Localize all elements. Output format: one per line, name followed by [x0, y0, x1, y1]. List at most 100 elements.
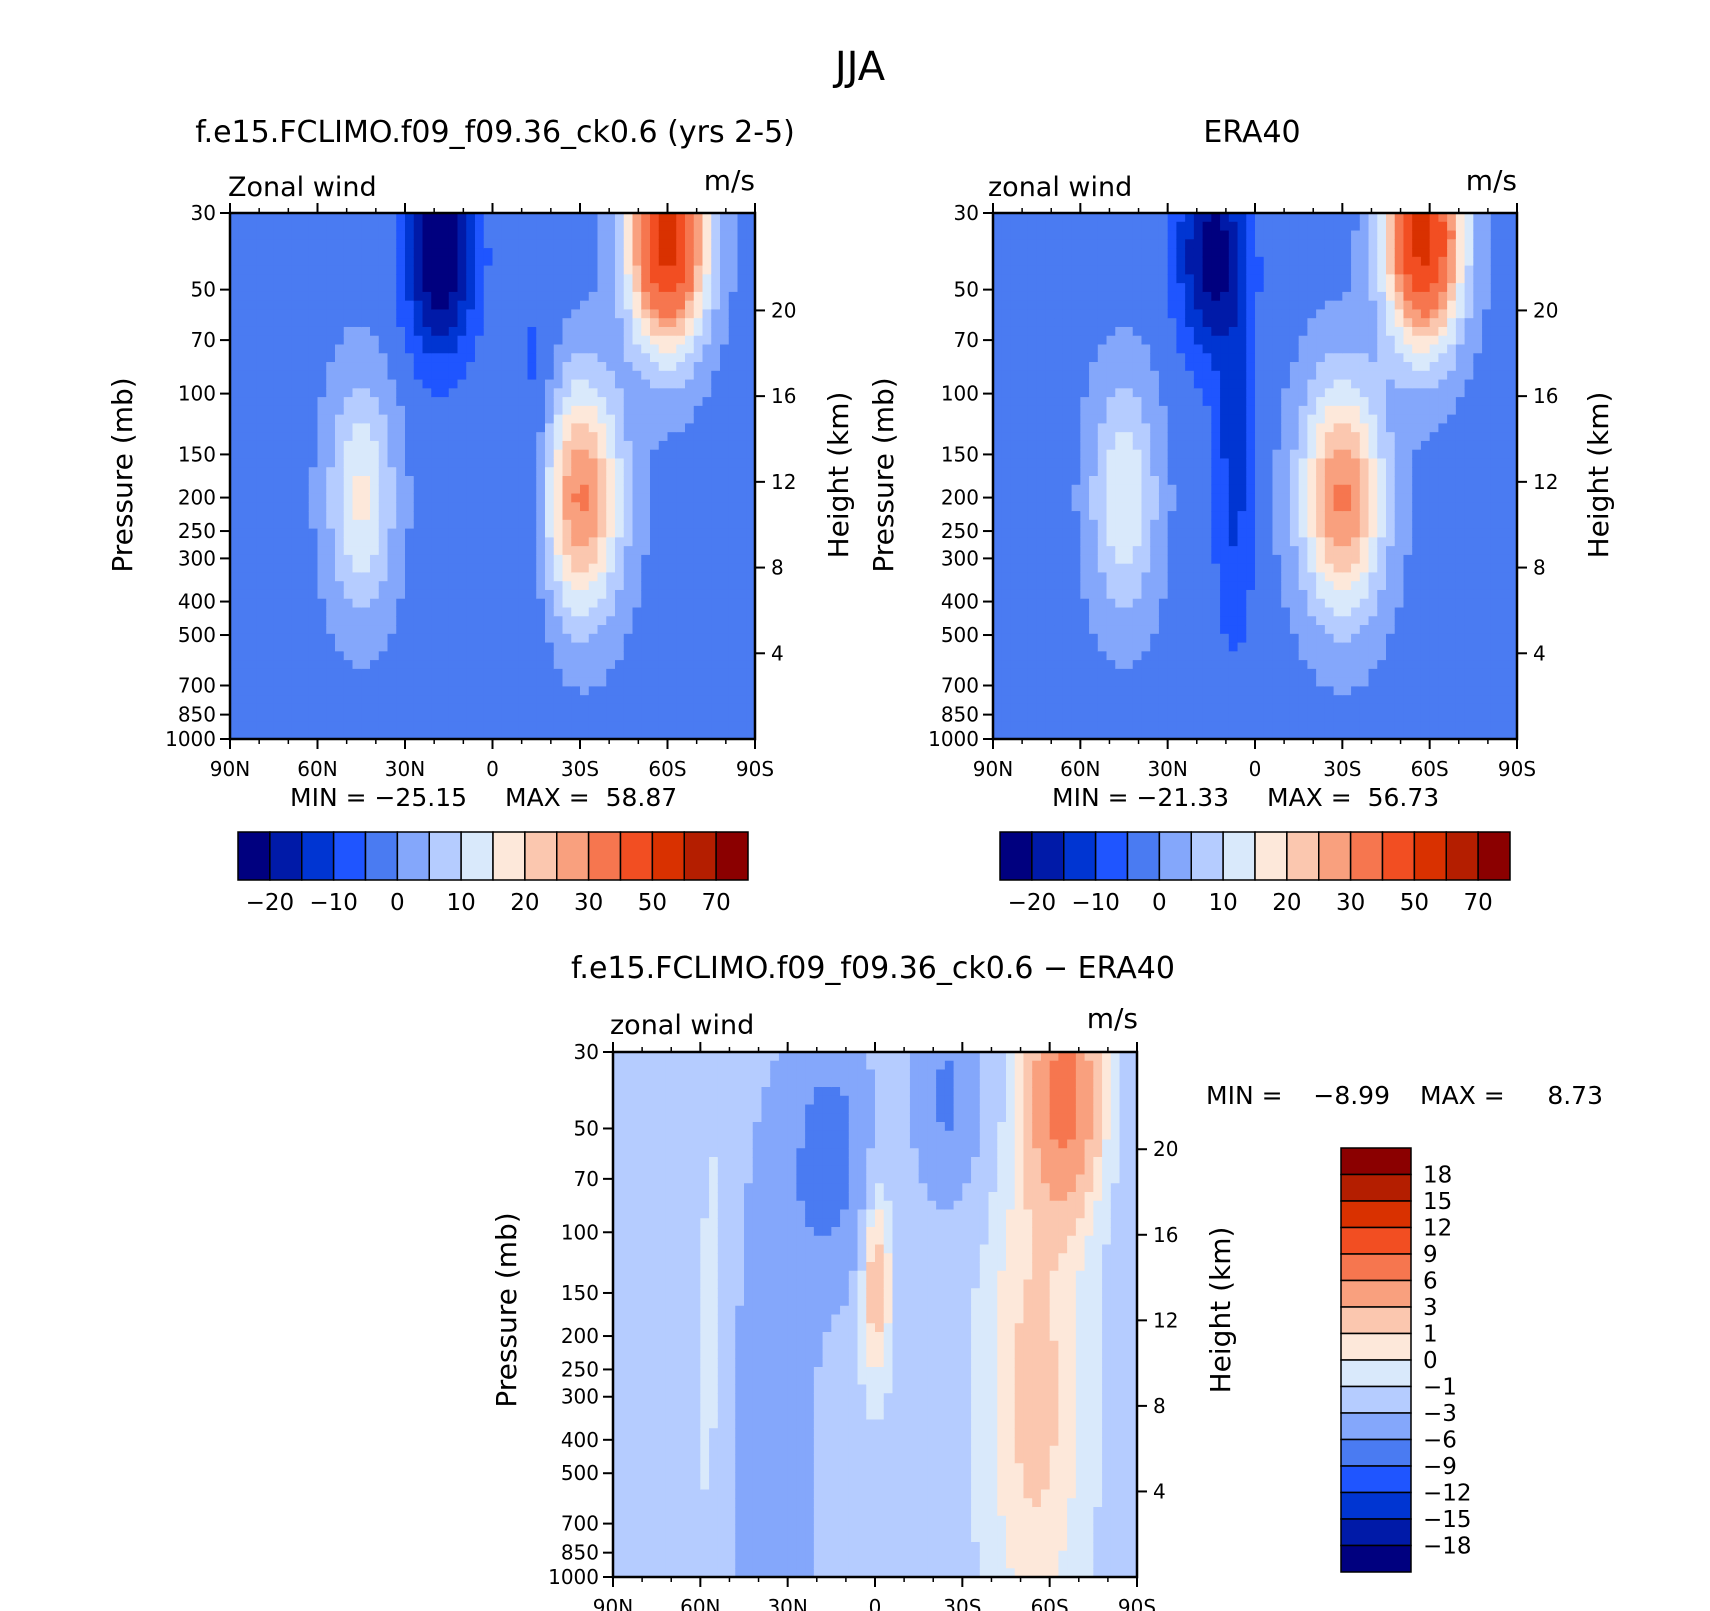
field-cell — [1150, 563, 1160, 574]
field-cell — [728, 554, 739, 565]
field-cell — [492, 730, 502, 740]
field-cell — [440, 458, 450, 468]
field-cell — [378, 423, 389, 433]
field-cell — [413, 712, 424, 723]
field-cell — [510, 213, 520, 223]
field-cell — [993, 449, 1003, 460]
field-cell — [702, 528, 712, 538]
field-cell — [475, 519, 485, 530]
field-cell — [300, 598, 310, 609]
field-cell — [1027, 248, 1038, 258]
field-cell — [466, 660, 476, 670]
field-cell — [238, 528, 249, 538]
field-cell — [580, 476, 590, 486]
field-cell — [483, 563, 494, 574]
field-cell — [615, 695, 625, 705]
field-cell — [265, 589, 275, 600]
field-cell — [405, 467, 415, 477]
field-cell — [291, 537, 301, 547]
field-cell — [658, 484, 669, 495]
field-cell — [737, 440, 747, 451]
field-cell — [300, 484, 310, 495]
field-cell — [1071, 476, 1081, 486]
field-cell — [1141, 589, 1151, 600]
field-cell — [1071, 213, 1081, 223]
field-cell — [728, 607, 739, 617]
field-cell — [238, 721, 249, 731]
field-cell — [300, 283, 310, 293]
field-cell — [492, 537, 502, 547]
field-cell — [1115, 502, 1125, 512]
field-cell — [1010, 326, 1020, 337]
field-cell — [265, 686, 275, 696]
field-cell — [632, 423, 642, 433]
field-cell — [658, 432, 669, 442]
field-cell — [580, 221, 590, 232]
field-cell — [658, 598, 669, 609]
field-cell — [606, 554, 616, 565]
field-cell — [282, 721, 292, 731]
field-cell — [361, 274, 371, 284]
field-cell — [492, 668, 502, 679]
field-cell — [553, 388, 564, 398]
field-cell — [1027, 388, 1038, 398]
field-cell — [606, 721, 616, 731]
field-cell — [518, 318, 529, 328]
field-cell — [658, 362, 669, 372]
field-cell — [1019, 432, 1029, 442]
field-cell — [387, 467, 397, 477]
field-cell — [291, 589, 301, 600]
field-cell — [728, 405, 739, 416]
field-cell — [658, 493, 669, 503]
field-cell — [702, 370, 712, 381]
field-cell — [1080, 405, 1090, 416]
field-cell — [1141, 388, 1151, 398]
field-cell — [1001, 511, 1012, 521]
field-cell — [667, 554, 677, 565]
field-cell — [993, 256, 1003, 267]
field-cell — [247, 616, 257, 626]
field-cell — [1019, 467, 1029, 477]
field-cell — [265, 703, 275, 714]
field-cell — [553, 572, 564, 582]
field-cell — [562, 589, 572, 600]
field-cell — [422, 414, 432, 424]
field-cell — [1010, 677, 1020, 687]
field-cell — [702, 449, 712, 460]
field-cell — [510, 388, 520, 398]
field-cell — [265, 248, 275, 258]
field-cell — [510, 291, 520, 302]
field-cell — [597, 703, 607, 714]
field-cell — [580, 213, 590, 223]
field-cell — [667, 300, 677, 311]
field-cell — [475, 563, 485, 574]
field-cell — [597, 598, 607, 609]
panel-model-plot: 90N 60N 30N 0 30S 60S 90S305070100150200250300… — [165, 201, 796, 781]
field-cell — [1132, 581, 1143, 591]
field-cell — [378, 642, 389, 652]
field-cell — [422, 607, 432, 617]
field-cell — [1054, 370, 1064, 381]
field-cell — [527, 405, 537, 416]
field-cell — [667, 528, 677, 538]
field-cell — [711, 283, 721, 293]
field-cell — [1027, 449, 1038, 460]
field-cell — [1150, 213, 1160, 223]
field-cell — [553, 274, 564, 284]
field-cell — [1089, 721, 1099, 731]
field-cell — [448, 440, 459, 451]
field-cell — [580, 414, 590, 424]
field-cell — [492, 476, 502, 486]
field-cell — [658, 660, 669, 670]
colorbar-box — [269, 831, 303, 881]
field-cell — [238, 589, 249, 600]
field-cell — [492, 379, 502, 389]
field-cell — [545, 519, 555, 530]
field-cell — [335, 633, 345, 644]
field-cell — [448, 677, 459, 687]
field-cell — [746, 318, 756, 328]
field-cell — [1019, 721, 1029, 731]
field-cell — [510, 344, 520, 354]
field-cell — [1158, 449, 1169, 460]
y-tick-label: 150 — [178, 442, 216, 466]
